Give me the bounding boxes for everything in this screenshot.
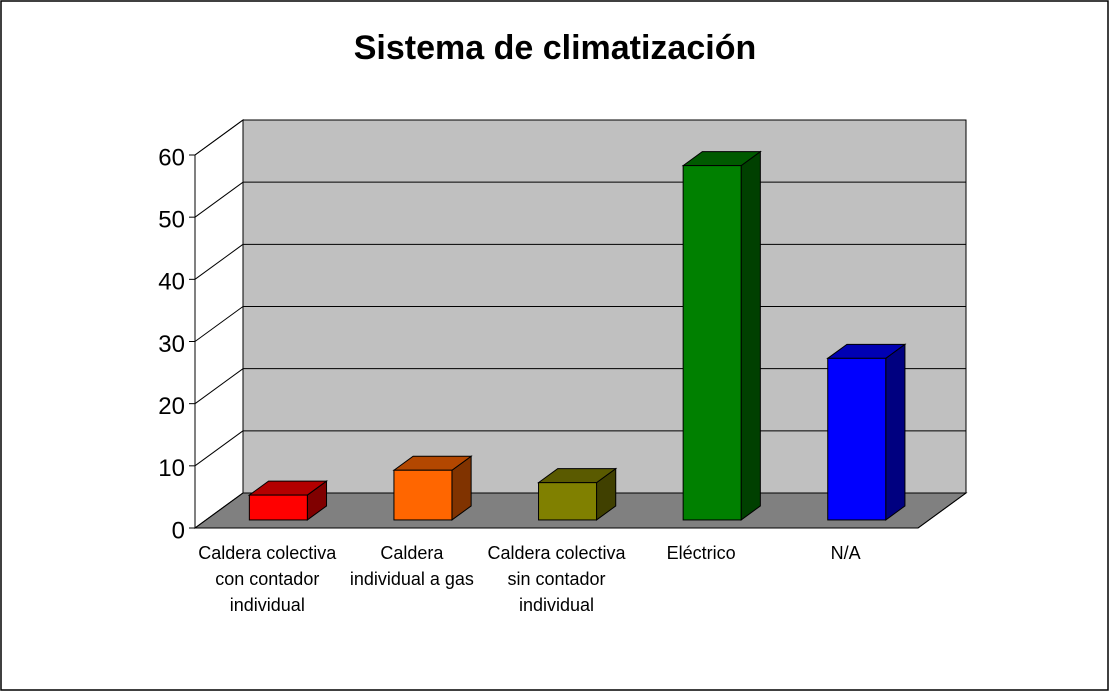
y-tick-label: 10 bbox=[158, 455, 185, 482]
bar bbox=[248, 494, 308, 521]
y-tick-label: 40 bbox=[158, 269, 185, 296]
floor-edge bbox=[917, 492, 967, 529]
x-tick-label: Caldera colectiva sin contador individua… bbox=[487, 543, 626, 615]
bar bbox=[393, 469, 453, 521]
bar-side bbox=[740, 150, 761, 521]
grid-line bbox=[194, 306, 244, 342]
grid-line bbox=[194, 181, 244, 218]
bar bbox=[538, 482, 598, 521]
bar bbox=[827, 357, 887, 521]
y-tick-label: 60 bbox=[158, 144, 185, 171]
x-tick-label: Caldera individual a gas bbox=[349, 543, 474, 589]
x-tick-label: Eléctrico bbox=[666, 543, 736, 563]
y-tick-label: 30 bbox=[158, 331, 185, 358]
x-tick-label: N/A bbox=[830, 543, 861, 563]
bar bbox=[682, 165, 742, 521]
y-tick-label: 50 bbox=[158, 207, 185, 234]
y-tick-label: 20 bbox=[158, 393, 185, 420]
grid-line bbox=[194, 119, 244, 156]
y-tick-label: 0 bbox=[172, 517, 185, 544]
chart-title: Sistema de climatización bbox=[354, 29, 757, 67]
x-tick-label: Caldera colectiva con contador individua… bbox=[198, 543, 337, 615]
grid-line bbox=[194, 430, 244, 467]
grid-line bbox=[194, 492, 244, 529]
grid-line bbox=[194, 368, 244, 405]
grid-line bbox=[194, 243, 244, 280]
bar-side bbox=[885, 343, 906, 521]
